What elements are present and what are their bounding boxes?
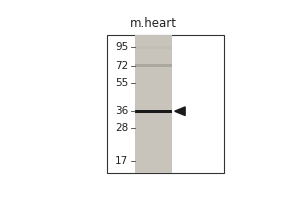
- Polygon shape: [175, 107, 185, 116]
- Text: 17: 17: [115, 156, 128, 166]
- Bar: [135, 64, 172, 67]
- Text: 72: 72: [115, 61, 128, 71]
- Text: 55: 55: [115, 78, 128, 88]
- Text: 95: 95: [115, 42, 128, 52]
- Text: 36: 36: [115, 106, 128, 116]
- Text: m.heart: m.heart: [130, 17, 177, 30]
- Bar: [107, 35, 224, 173]
- Bar: [135, 35, 172, 173]
- Bar: [135, 110, 172, 113]
- Bar: [135, 46, 172, 49]
- Text: 28: 28: [115, 123, 128, 133]
